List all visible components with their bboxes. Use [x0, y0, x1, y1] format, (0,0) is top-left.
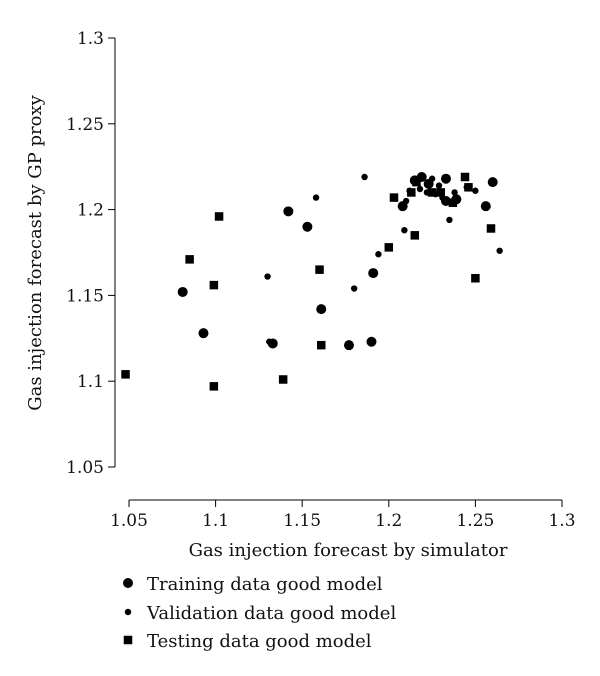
- validation-point: [416, 185, 424, 193]
- series-3: [121, 172, 496, 391]
- testing-point: [460, 172, 470, 182]
- x-tick-label: 1.3: [548, 511, 575, 531]
- y-tick-label: 1.1: [77, 372, 104, 392]
- axes: 1.05 1.1 1.15 1.2 1.25 1.3 1.05 1.1 1.15 1.2 1.25 1…: [66, 29, 575, 531]
- x-tick-label: 1.25: [456, 511, 494, 531]
- training-point: [283, 206, 294, 217]
- testing-point: [410, 231, 420, 240]
- testing-point: [448, 198, 458, 207]
- legend-marker: [123, 635, 133, 645]
- training-point: [487, 177, 498, 188]
- legend-item: Validation data good model: [124, 603, 396, 624]
- validation-point: [451, 189, 458, 196]
- legend-label: Testing data good model: [147, 631, 372, 652]
- validation-point: [496, 247, 503, 254]
- y-tick-label: 1.25: [66, 115, 104, 135]
- training-point: [368, 268, 379, 279]
- testing-point: [436, 188, 446, 197]
- testing-point: [464, 183, 473, 192]
- testing-point: [317, 340, 326, 350]
- training-point: [316, 304, 327, 315]
- testing-point: [209, 280, 219, 290]
- validation-point: [266, 338, 273, 345]
- testing-point: [214, 212, 224, 221]
- testing-point: [121, 370, 130, 379]
- validation-point: [312, 194, 320, 201]
- testing-point: [315, 265, 324, 274]
- testing-point: [471, 273, 480, 283]
- testing-point: [407, 188, 416, 197]
- testing-point: [389, 193, 399, 202]
- training-point: [343, 340, 354, 351]
- x-tick-label: 1.1: [202, 511, 229, 531]
- legend-label: Validation data good model: [146, 603, 396, 624]
- testing-point: [427, 188, 437, 197]
- y-tick-label: 1.2: [77, 201, 104, 221]
- y-tick-label: 1.15: [66, 286, 104, 306]
- testing-point: [384, 243, 394, 252]
- training-point: [480, 201, 491, 212]
- data-points: [121, 171, 503, 391]
- testing-point: [209, 382, 219, 391]
- validation-point: [375, 251, 382, 258]
- series-2: [264, 173, 503, 345]
- training-point: [302, 221, 313, 232]
- validation-point: [350, 285, 358, 292]
- legend: Training data good model Validation data …: [123, 574, 396, 652]
- legend-item: Training data good model: [123, 574, 383, 595]
- y-tick-label: 1.05: [66, 458, 104, 478]
- validation-point: [361, 173, 368, 181]
- legend-marker: [124, 608, 132, 616]
- x-tick-label: 1.05: [110, 511, 148, 531]
- testing-point: [486, 224, 496, 233]
- training-point: [440, 173, 451, 184]
- legend-marker: [123, 578, 133, 588]
- training-point: [366, 336, 377, 347]
- validation-point: [428, 175, 436, 182]
- training-point: [177, 286, 188, 297]
- x-tick-label: 1.2: [375, 511, 402, 531]
- validation-point: [446, 216, 453, 224]
- validation-point: [402, 197, 410, 205]
- y-tick-label: 1.3: [77, 29, 104, 49]
- legend-label: Training data good model: [147, 574, 383, 595]
- testing-point: [278, 375, 288, 384]
- validation-point: [472, 187, 479, 194]
- x-axis-title: Gas injection forecast by simulator: [189, 540, 508, 561]
- testing-point: [412, 177, 421, 187]
- training-point: [198, 328, 209, 339]
- validation-point: [435, 182, 443, 189]
- x-tick-label: 1.15: [283, 511, 321, 531]
- y-axis-title: Gas injection forecast by GP proxy: [25, 94, 46, 410]
- testing-point: [185, 255, 194, 264]
- validation-point: [264, 273, 271, 280]
- legend-item: Testing data good model: [123, 631, 372, 652]
- validation-point: [401, 226, 408, 234]
